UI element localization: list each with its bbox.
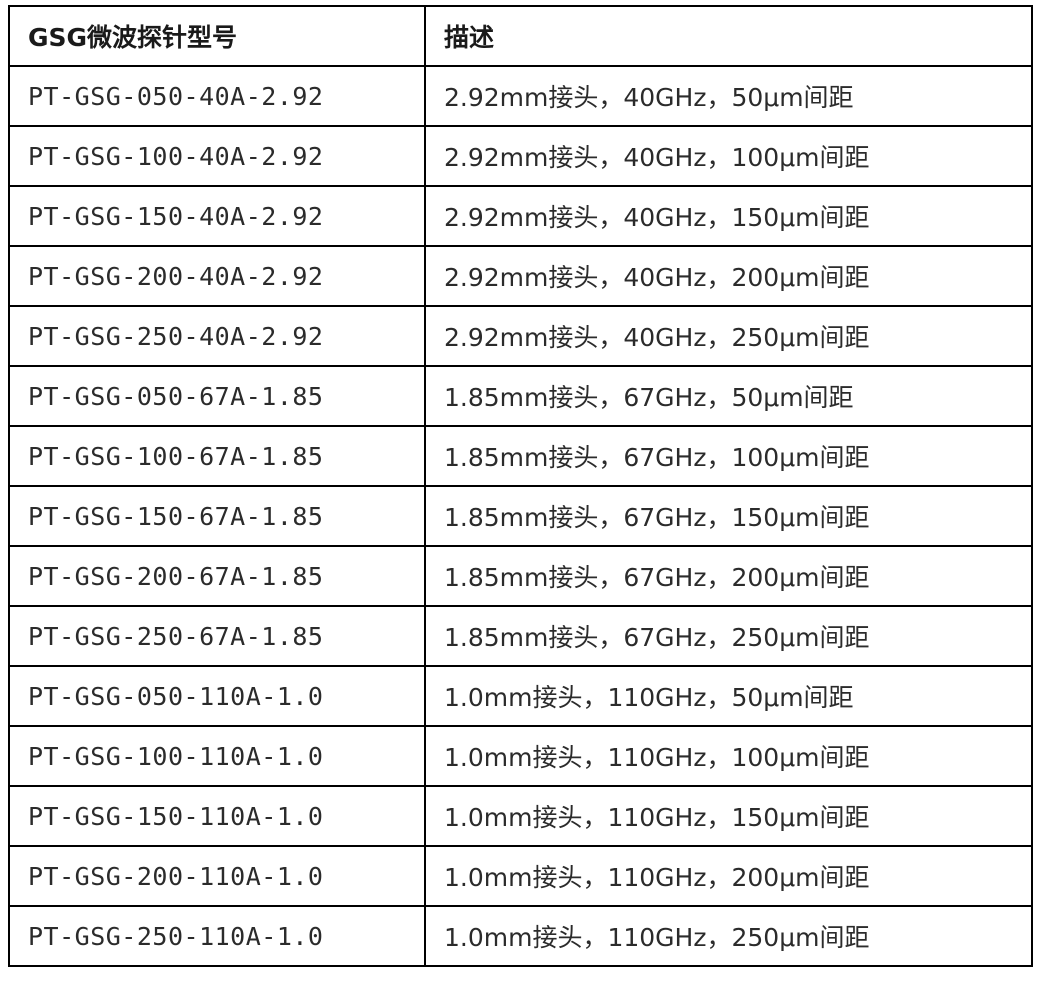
table-row: PT-GSG-150-40A-2.92 2.92mm接头，40GHz，150μm间… — [8, 185, 1033, 247]
table-row: PT-GSG-250-67A-1.85 1.85mm接头，67GHz，250μm间… — [8, 605, 1033, 667]
cell-model: PT-GSG-150-110A-1.0 — [8, 785, 426, 847]
cell-model: PT-GSG-250-110A-1.0 — [8, 905, 426, 967]
cell-model: PT-GSG-050-40A-2.92 — [8, 65, 426, 127]
cell-description: 1.0mm接头，110GHz，100μm间距 — [424, 725, 1033, 787]
table-row: PT-GSG-050-110A-1.0 1.0mm接头，110GHz，50μm间距 — [8, 665, 1033, 727]
table-row: PT-GSG-100-40A-2.92 2.92mm接头，40GHz，100μm间… — [8, 125, 1033, 187]
cell-description: 2.92mm接头，40GHz，250μm间距 — [424, 305, 1033, 367]
cell-model: PT-GSG-250-67A-1.85 — [8, 605, 426, 667]
table-row: PT-GSG-250-110A-1.0 1.0mm接头，110GHz，250μm间… — [8, 905, 1033, 967]
cell-model: PT-GSG-050-110A-1.0 — [8, 665, 426, 727]
cell-model: PT-GSG-100-110A-1.0 — [8, 725, 426, 787]
table-row: PT-GSG-250-40A-2.92 2.92mm接头，40GHz，250μm间… — [8, 305, 1033, 367]
cell-model: PT-GSG-200-40A-2.92 — [8, 245, 426, 307]
table-row: PT-GSG-150-110A-1.0 1.0mm接头，110GHz，150μm间… — [8, 785, 1033, 847]
table-header-row: GSG微波探针型号 描述 — [8, 5, 1033, 67]
cell-description: 2.92mm接头，40GHz，50μm间距 — [424, 65, 1033, 127]
cell-model: PT-GSG-100-40A-2.92 — [8, 125, 426, 187]
cell-description: 1.85mm接头，67GHz，50μm间距 — [424, 365, 1033, 427]
table-body: PT-GSG-050-40A-2.92 2.92mm接头，40GHz，50μm间距… — [8, 65, 1033, 967]
table-row: PT-GSG-100-110A-1.0 1.0mm接头，110GHz，100μm间… — [8, 725, 1033, 787]
cell-model: PT-GSG-150-40A-2.92 — [8, 185, 426, 247]
table-row: PT-GSG-050-67A-1.85 1.85mm接头，67GHz，50μm间距 — [8, 365, 1033, 427]
spec-table-container: GSG微波探针型号 描述 PT-GSG-050-40A-2.92 2.92mm接头… — [8, 5, 1033, 967]
cell-description: 1.0mm接头，110GHz，250μm间距 — [424, 905, 1033, 967]
cell-description: 1.85mm接头，67GHz，100μm间距 — [424, 425, 1033, 487]
cell-description: 2.92mm接头，40GHz，200μm间距 — [424, 245, 1033, 307]
column-header-model: GSG微波探针型号 — [8, 5, 426, 67]
cell-model: PT-GSG-150-67A-1.85 — [8, 485, 426, 547]
cell-description: 1.0mm接头，110GHz，50μm间距 — [424, 665, 1033, 727]
table-row: PT-GSG-150-67A-1.85 1.85mm接头，67GHz，150μm间… — [8, 485, 1033, 547]
cell-description: 1.85mm接头，67GHz，150μm间距 — [424, 485, 1033, 547]
table-header: GSG微波探针型号 描述 — [8, 5, 1033, 67]
cell-description: 1.85mm接头，67GHz，200μm间距 — [424, 545, 1033, 607]
table-row: PT-GSG-200-40A-2.92 2.92mm接头，40GHz，200μm间… — [8, 245, 1033, 307]
table-row: PT-GSG-200-110A-1.0 1.0mm接头，110GHz，200μm间… — [8, 845, 1033, 907]
table-row: PT-GSG-200-67A-1.85 1.85mm接头，67GHz，200μm间… — [8, 545, 1033, 607]
cell-description: 1.85mm接头，67GHz，250μm间距 — [424, 605, 1033, 667]
cell-model: PT-GSG-100-67A-1.85 — [8, 425, 426, 487]
cell-model: PT-GSG-200-67A-1.85 — [8, 545, 426, 607]
cell-model: PT-GSG-200-110A-1.0 — [8, 845, 426, 907]
table-row: PT-GSG-100-67A-1.85 1.85mm接头，67GHz，100μm间… — [8, 425, 1033, 487]
cell-description: 2.92mm接头，40GHz，150μm间距 — [424, 185, 1033, 247]
cell-description: 2.92mm接头，40GHz，100μm间距 — [424, 125, 1033, 187]
cell-description: 1.0mm接头，110GHz，200μm间距 — [424, 845, 1033, 907]
cell-model: PT-GSG-050-67A-1.85 — [8, 365, 426, 427]
cell-description: 1.0mm接头，110GHz，150μm间距 — [424, 785, 1033, 847]
table-row: PT-GSG-050-40A-2.92 2.92mm接头，40GHz，50μm间距 — [8, 65, 1033, 127]
column-header-description: 描述 — [424, 5, 1033, 67]
cell-model: PT-GSG-250-40A-2.92 — [8, 305, 426, 367]
gsg-probe-spec-table: GSG微波探针型号 描述 PT-GSG-050-40A-2.92 2.92mm接头… — [8, 5, 1033, 967]
